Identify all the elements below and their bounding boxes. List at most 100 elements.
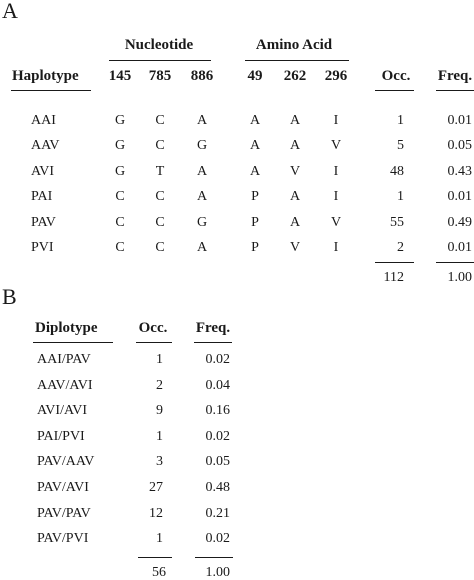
frequency-value: 0.21 bbox=[205, 505, 231, 521]
frequency-value: 0.01 bbox=[447, 240, 473, 255]
frequency-value: 0.01 bbox=[447, 113, 473, 128]
diplotype-name: AVI/AVI bbox=[37, 403, 88, 419]
amino-acid-value: P bbox=[251, 214, 259, 230]
occurrence-value: 1 bbox=[156, 531, 163, 547]
nucleotide-group-rule bbox=[109, 60, 211, 61]
nucleotide-value: C bbox=[115, 240, 125, 255]
freq-total: 1.00 bbox=[447, 270, 473, 285]
nucleotide-value: C bbox=[115, 214, 125, 230]
aa-296-header: 296 bbox=[324, 68, 348, 84]
amino-acid-value: I bbox=[333, 189, 339, 205]
b-occ-column-header: Occ. bbox=[138, 320, 168, 336]
freq-column-header: Freq. bbox=[437, 68, 473, 84]
occ-header-rule bbox=[375, 90, 414, 91]
b-freq-column-header: Freq. bbox=[195, 320, 231, 336]
occurrence-value: 55 bbox=[390, 214, 404, 230]
freq-total-rule bbox=[436, 262, 474, 263]
occurrence-value: 5 bbox=[397, 138, 404, 154]
nucleotide-value: A bbox=[196, 113, 208, 128]
diplotype-column-header: Diplotype bbox=[35, 320, 98, 336]
amino-acid-value: P bbox=[251, 189, 259, 205]
frequency-value: 0.49 bbox=[447, 214, 473, 230]
nucleotide-value: A bbox=[196, 189, 208, 205]
aa-49-header: 49 bbox=[247, 68, 263, 84]
occ-total: 112 bbox=[383, 270, 404, 285]
frequency-value: 0.02 bbox=[205, 352, 231, 367]
occ-column-header: Occ. bbox=[381, 68, 411, 84]
amino-acid-value: A bbox=[249, 113, 261, 128]
diplotype-name: PAV/AAV bbox=[37, 454, 95, 470]
diplotype-name: AAI/PAV bbox=[37, 352, 91, 367]
occurrence-value: 3 bbox=[156, 454, 163, 470]
haplotype-name: PAI bbox=[31, 189, 53, 205]
occurrence-value: 2 bbox=[156, 377, 163, 393]
amino-acid-value: I bbox=[333, 163, 339, 179]
panel-a-label: A bbox=[2, 0, 18, 23]
amino-acid-value: A bbox=[249, 138, 261, 154]
diplotype-name: PAV/PVI bbox=[37, 531, 89, 547]
b-occ-total: 56 bbox=[152, 565, 166, 580]
nucleotide-value: G bbox=[196, 138, 208, 154]
nucleotide-value: T bbox=[155, 163, 165, 179]
occurrence-value: 1 bbox=[156, 428, 163, 444]
nucleotide-value: G bbox=[114, 113, 126, 128]
amino-acid-value: V bbox=[330, 138, 342, 154]
b-occ-total-rule bbox=[138, 557, 172, 558]
occurrence-value: 12 bbox=[149, 505, 163, 521]
aa-262-header: 262 bbox=[283, 68, 307, 84]
occurrence-value: 1 bbox=[397, 113, 404, 128]
frequency-value: 0.04 bbox=[205, 377, 231, 393]
panel-b-label: B bbox=[2, 284, 17, 309]
haplotype-name: AVI bbox=[31, 163, 55, 179]
frequency-value: 0.48 bbox=[205, 480, 231, 495]
nuc-886-header: 886 bbox=[190, 68, 214, 84]
nucleotide-group-header: Nucleotide bbox=[124, 37, 194, 53]
nucleotide-value: A bbox=[196, 163, 208, 179]
nucleotide-value: C bbox=[155, 138, 165, 154]
amino-acid-group-header: Amino Acid bbox=[255, 37, 333, 53]
diplotype-name: PAI/PVI bbox=[37, 428, 85, 444]
amino-acid-value: A bbox=[289, 138, 301, 154]
b-occ-header-rule bbox=[136, 342, 172, 343]
haplotype-name: PAV bbox=[31, 214, 56, 230]
nucleotide-value: C bbox=[155, 189, 165, 205]
amino-acid-value: V bbox=[289, 163, 301, 179]
frequency-value: 0.05 bbox=[447, 138, 473, 154]
frequency-value: 0.01 bbox=[447, 189, 473, 205]
haplotype-name: PVI bbox=[31, 240, 54, 255]
frequency-value: 0.43 bbox=[447, 163, 473, 179]
haplotype-header-rule bbox=[11, 90, 91, 91]
nucleotide-value: C bbox=[155, 240, 165, 255]
b-freq-header-rule bbox=[194, 342, 232, 343]
amino-acid-value: V bbox=[330, 214, 342, 230]
b-freq-total-rule bbox=[195, 557, 233, 558]
haplotype-column-header: Haplotype bbox=[12, 68, 79, 84]
b-freq-total: 1.00 bbox=[205, 565, 231, 580]
amino-acid-group-rule bbox=[245, 60, 349, 61]
frequency-value: 0.05 bbox=[205, 454, 231, 470]
haplotype-name: AAV bbox=[31, 138, 60, 154]
nuc-145-header: 145 bbox=[108, 68, 132, 84]
nucleotide-value: C bbox=[155, 214, 165, 230]
nucleotide-value: C bbox=[115, 189, 125, 205]
haplotype-name: AAI bbox=[31, 113, 56, 128]
diplotype-header-rule bbox=[33, 342, 113, 343]
freq-header-rule bbox=[436, 90, 474, 91]
nucleotide-value: G bbox=[114, 163, 126, 179]
nucleotide-value: G bbox=[114, 138, 126, 154]
frequency-value: 0.16 bbox=[205, 403, 231, 419]
occurrence-value: 27 bbox=[149, 480, 163, 495]
nucleotide-value: C bbox=[155, 113, 165, 128]
occurrence-value: 1 bbox=[397, 189, 404, 205]
amino-acid-value: A bbox=[249, 163, 261, 179]
nuc-785-header: 785 bbox=[148, 68, 172, 84]
amino-acid-value: V bbox=[289, 240, 301, 255]
amino-acid-value: I bbox=[333, 240, 339, 255]
amino-acid-value: P bbox=[251, 240, 259, 255]
occurrence-value: 1 bbox=[156, 352, 163, 367]
occurrence-value: 48 bbox=[390, 163, 404, 179]
frequency-value: 0.02 bbox=[205, 531, 231, 547]
diplotype-name: PAV/AVI bbox=[37, 480, 89, 495]
nucleotide-value: G bbox=[196, 214, 208, 230]
nucleotide-value: A bbox=[196, 240, 208, 255]
